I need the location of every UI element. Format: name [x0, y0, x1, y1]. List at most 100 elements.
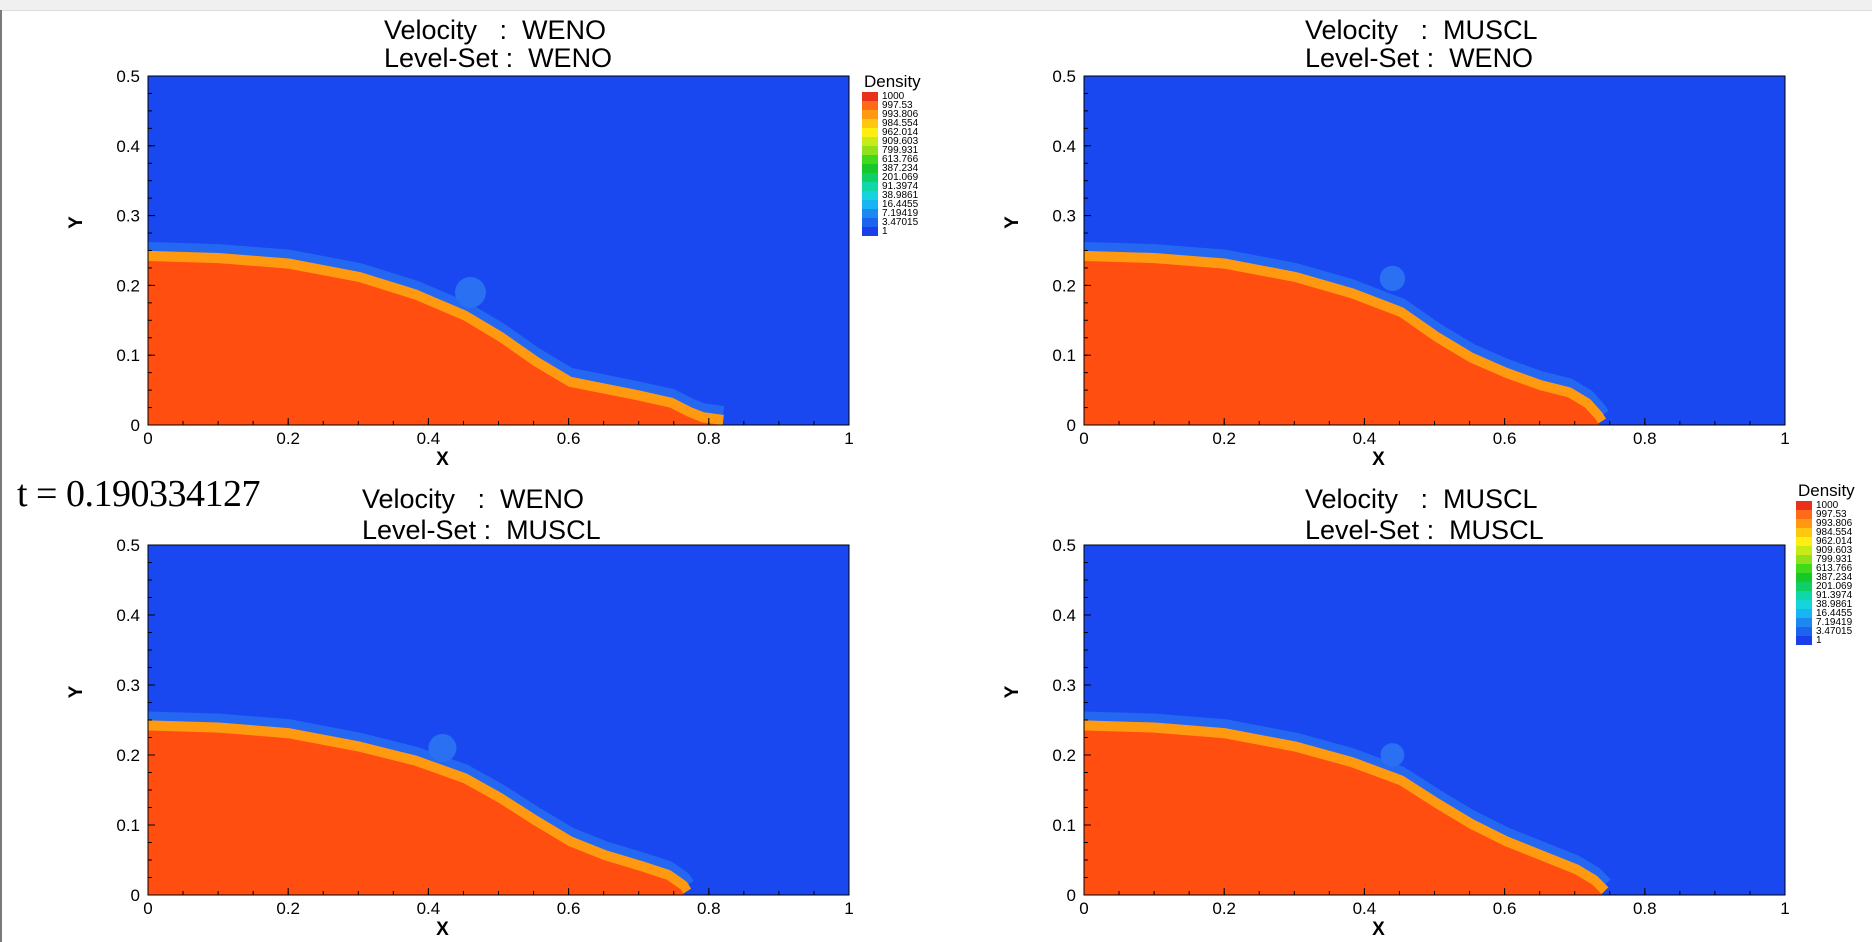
- legend-label: 1000: [882, 91, 905, 102]
- panel-4-title-levelset: Level-Set : MUSCL: [1305, 515, 1544, 545]
- legend-swatch: [1796, 582, 1812, 591]
- legend-swatch: [862, 92, 878, 101]
- x-axis-label: X: [436, 919, 449, 940]
- legend-label: 1: [882, 226, 888, 237]
- y-tick-label: 0.2: [1052, 276, 1076, 295]
- legend-label: 909.603: [1816, 545, 1853, 556]
- legend-label: 3.47015: [1816, 626, 1853, 637]
- x-tick-label: 0.2: [1212, 429, 1236, 448]
- x-tick-label: 0.6: [557, 899, 581, 918]
- legend-entry: 1000: [862, 91, 942, 102]
- legend-entry: 993.806: [862, 110, 942, 120]
- legend-entry: 984.554: [1796, 527, 1872, 538]
- interface-band: [1084, 720, 1609, 895]
- legend-entry: 997.53: [1796, 510, 1872, 520]
- y-tick-label: 0.3: [116, 676, 140, 695]
- x-tick-label: 0.4: [417, 429, 441, 448]
- panel-2-title-velocity: Velocity : MUSCL: [1305, 15, 1538, 45]
- legend-entry: 799.931: [1796, 554, 1872, 565]
- legend-label: 984.554: [1816, 527, 1853, 538]
- x-tick-label: 0.4: [1353, 429, 1377, 448]
- legend-label: 16.4455: [882, 199, 919, 210]
- legend-swatch: [862, 137, 878, 146]
- legend-label: 201.069: [1816, 581, 1853, 592]
- legend-label: 1: [1816, 635, 1822, 646]
- legend-swatch: [862, 191, 878, 200]
- legend-entry: 909.603: [1796, 545, 1872, 556]
- y-tick-label: 0.1: [1052, 816, 1076, 835]
- x-tick-label: 0.8: [697, 429, 721, 448]
- legend-swatch: [862, 164, 878, 173]
- legend-label: 7.19419: [1816, 617, 1853, 628]
- legend-label: 91.3974: [1816, 590, 1853, 601]
- x-tick-label: 0.8: [1633, 429, 1657, 448]
- legend-entry: 799.931: [862, 146, 942, 156]
- x-tick-label: 0.4: [1353, 899, 1377, 918]
- legend-entry: 38.9861: [1796, 600, 1872, 610]
- plot-panel-2: 0 0.2 0.4 0.6 0.8 1 0 0.1 0.2 0.3 0.4 0.5 X Y: [1002, 67, 1790, 470]
- y-tick-label: 0: [131, 416, 140, 435]
- legend-swatch: [1796, 537, 1812, 546]
- legend-swatch: [1796, 501, 1812, 510]
- legend-label: 909.603: [882, 136, 919, 147]
- water-region: [148, 730, 685, 895]
- y-tick-label: 0.2: [116, 276, 140, 295]
- legend-swatch: [862, 218, 878, 227]
- legend-label: 387.234: [1816, 572, 1853, 583]
- panel-4-title-velocity: Velocity : MUSCL: [1305, 484, 1538, 514]
- y-tick-label: 0.5: [116, 67, 140, 86]
- y-tick-label: 0.5: [1052, 67, 1076, 86]
- legend-swatch: [1796, 564, 1812, 573]
- legend-entry: 1: [862, 226, 942, 237]
- y-tick-label: 0.4: [1052, 606, 1076, 625]
- y-tick-label: 0.1: [1052, 346, 1076, 365]
- legend-swatch: [862, 146, 878, 155]
- water-region: [1084, 261, 1600, 425]
- interface-bump: [1380, 743, 1405, 767]
- legend-swatch: [1796, 528, 1812, 537]
- x-tick-label: 1: [844, 899, 853, 918]
- y-tick-label: 0.3: [116, 207, 140, 226]
- legend-swatch: [1796, 609, 1812, 618]
- density-legend-top: Density 1000 997.53 993.806 984.554 962.014 9…: [862, 72, 942, 237]
- plot-panel-1: 0 0.2 0.4 0.6 0.8 1 0 0.1 0.2 0.3 0.4 0.5 X Y: [66, 67, 854, 470]
- legend-label: 993.806: [1816, 518, 1853, 529]
- x-tick-label: 0.8: [1633, 899, 1657, 918]
- y-axis-label: Y: [66, 685, 87, 698]
- legend-label: 613.766: [1816, 563, 1853, 574]
- legend-label: 3.47015: [882, 217, 919, 228]
- legend-label: 91.3974: [882, 181, 919, 192]
- x-tick-label: 1: [1780, 899, 1789, 918]
- legend-swatch: [862, 101, 878, 110]
- legend-entry: 91.3974: [862, 181, 942, 192]
- legend-entry: 909.603: [862, 136, 942, 147]
- legend-entry: 962.014: [1796, 537, 1872, 547]
- x-axis-label: X: [436, 449, 449, 470]
- legend-label: 799.931: [1816, 554, 1853, 565]
- legend-swatch: [1796, 510, 1812, 519]
- legend-label: 962.014: [882, 127, 919, 138]
- interface-bump: [1379, 265, 1406, 292]
- y-tick-label: 0.4: [116, 137, 140, 156]
- legend-entry: 3.47015: [862, 217, 942, 228]
- legend-entry: 16.4455: [1796, 609, 1872, 619]
- legend-swatch: [862, 173, 878, 182]
- legend-swatch: [862, 128, 878, 137]
- water-region: [148, 261, 723, 425]
- legend-swatch: [1796, 591, 1812, 600]
- legend-label: 7.19419: [882, 208, 919, 219]
- legend-entry: 201.069: [862, 173, 942, 183]
- legend-title: Density: [864, 72, 921, 91]
- legend-entry: 1: [1796, 635, 1872, 646]
- x-tick-label: 0.2: [276, 899, 300, 918]
- x-axis-label: X: [1372, 449, 1385, 470]
- legend-label: 997.53: [882, 100, 913, 111]
- legend-swatch: [862, 200, 878, 209]
- simulation-time-label: t = 0.190334127: [17, 473, 261, 515]
- legend-swatch: [862, 227, 878, 236]
- y-tick-label: 0.5: [1052, 536, 1076, 555]
- x-tick-label: 0.6: [1493, 429, 1517, 448]
- legend-swatch: [862, 209, 878, 218]
- interface-band: [148, 720, 692, 895]
- legend-entry: 201.069: [1796, 581, 1872, 592]
